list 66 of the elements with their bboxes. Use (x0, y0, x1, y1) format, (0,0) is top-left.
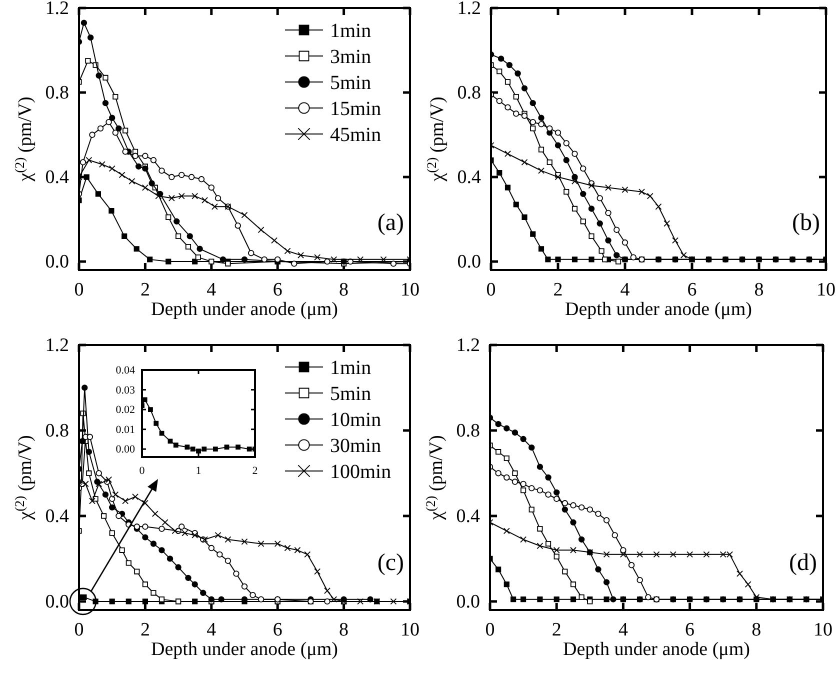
x-axis-title: Depth under anode (μm) (151, 299, 338, 320)
x-tick-label: 8 (339, 619, 349, 640)
y-tick-label: 0.4 (456, 506, 480, 528)
annotation: (c) (377, 550, 404, 576)
legend-label: 5min (330, 383, 372, 405)
y-tick-label: 0.0 (45, 592, 69, 613)
x-tick-label: 8 (752, 619, 762, 640)
x-tick-label: 6 (272, 279, 282, 300)
y-tick-label: 0.0 (456, 592, 480, 613)
legend-label: 100min (330, 461, 392, 483)
y-tick-label: 1.2 (457, 0, 481, 20)
legend-label: 45min (330, 124, 382, 146)
legend-label: 1min (330, 357, 372, 379)
y-tick-label: 0.03 (116, 384, 136, 396)
y-tick-label: 0.01 (116, 424, 135, 436)
x-tick-label: 4 (206, 619, 217, 640)
legend-label: 30min (330, 435, 382, 457)
x-tick-label: 2 (140, 279, 150, 300)
y-tick-label: 0.8 (456, 420, 480, 442)
x-tick-label: 10 (816, 279, 836, 300)
x-tick-label: 1 (196, 464, 202, 477)
x-axis-title: Depth under anode (μm) (565, 299, 752, 320)
x-tick-label: 2 (553, 279, 563, 300)
x-tick-label: 2 (140, 619, 150, 640)
y-tick-label: 0.4 (457, 167, 482, 188)
legend-label: 1min (330, 20, 372, 42)
x-axis-title: Depth under anode (μm) (151, 639, 338, 660)
y-tick-label: 0.04 (116, 364, 136, 377)
x-tick-label: 8 (339, 279, 349, 300)
x-tick-label: 4 (618, 619, 628, 640)
x-tick-label: 4 (206, 279, 217, 300)
legend-label: 3min (330, 46, 372, 68)
x-tick-label: 0 (486, 279, 496, 300)
x-tick-label: 10 (814, 619, 832, 640)
x-tick-label: 2 (552, 619, 562, 640)
y-tick-label: 0.4 (45, 506, 70, 528)
x-axis-title: Depth under anode (μm) (563, 639, 750, 660)
y-tick-label: 0.00 (116, 444, 136, 456)
y-tick-label: 0.4 (45, 167, 70, 188)
x-tick-label: 0 (139, 464, 146, 477)
y-tick-label: 0.0 (457, 252, 481, 273)
x-tick-label: 6 (687, 279, 697, 300)
x-tick-label: 6 (685, 619, 695, 640)
x-tick-label: 8 (754, 279, 764, 300)
x-tick-label: 10 (400, 619, 420, 640)
y-tick-label: 1.2 (45, 0, 69, 20)
x-tick-label: 4 (620, 279, 630, 300)
annotation: (b) (792, 210, 820, 236)
x-tick-label: 0 (74, 279, 84, 300)
x-tick-label: 0 (485, 619, 495, 640)
legend-label: 5min (330, 72, 372, 94)
y-tick-label: 0.02 (116, 404, 135, 416)
y-tick-label: 0.8 (457, 82, 481, 104)
y-tick-label: 0.0 (45, 252, 69, 273)
legend-label: 10min (330, 409, 382, 431)
x-tick-label: 10 (400, 279, 420, 300)
y-tick-label: 1.2 (45, 335, 69, 356)
annotation: (d) (789, 550, 817, 576)
annotation: (a) (377, 210, 404, 236)
x-tick-label: 0 (74, 619, 84, 640)
x-tick-label: 6 (272, 619, 282, 640)
y-tick-label: 1.2 (456, 335, 480, 356)
y-tick-label: 0.8 (45, 420, 69, 442)
y-tick-label: 0.8 (45, 82, 69, 104)
legend-label: 15min (330, 98, 382, 120)
x-tick-label: 2 (252, 464, 258, 477)
